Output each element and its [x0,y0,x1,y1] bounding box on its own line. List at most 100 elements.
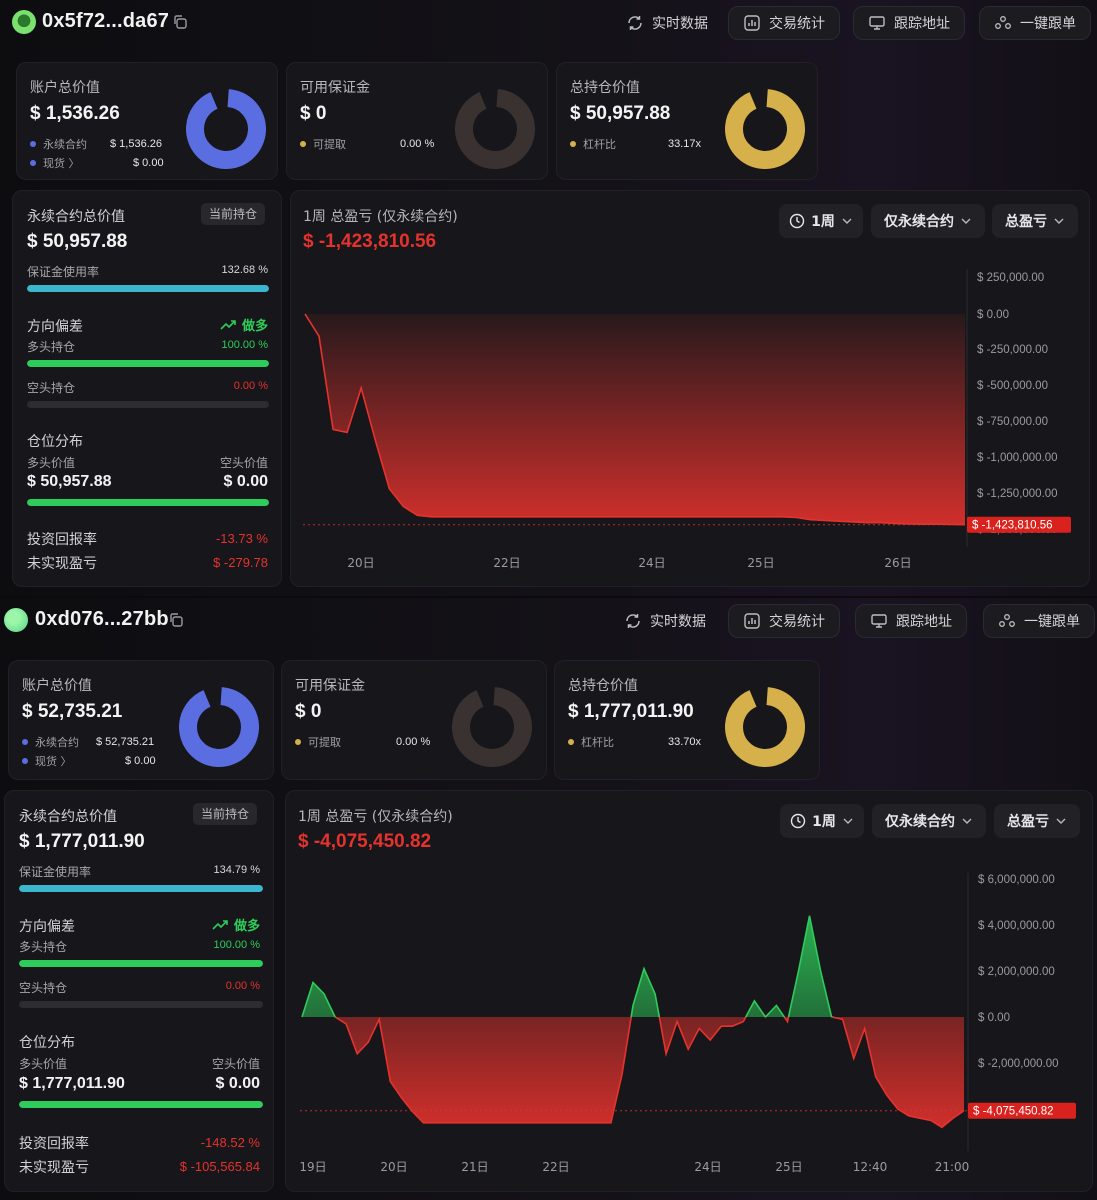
stats-icon [744,15,760,31]
users-icon [999,614,1015,627]
short-position-bar [27,401,269,408]
copy-icon[interactable] [168,612,184,628]
spot-value-row[interactable]: 现货 〉 $ 0.00 [22,753,172,769]
margin-donut [455,89,535,169]
chevron-down-icon [961,218,971,224]
avatar [4,608,28,632]
y-tick-label: $ -1,250,000.00 [977,488,1058,500]
withdraw-value: 0.00 % [400,138,435,150]
x-tick-label: 25日 [747,556,774,570]
wallet-address[interactable]: 0x5f72...da67 [42,10,170,32]
upnl-value: $ -279.78 [213,555,268,570]
current-position-tag[interactable]: 当前持仓 [201,203,266,225]
track-address-label: 跟踪地址 [894,16,950,32]
chevron-down-icon [1054,218,1064,224]
upnl-label: 未实现盈亏 [19,1160,89,1176]
x-tick-label: 21:00 [935,1160,970,1174]
scope-select[interactable]: 仅永续合约 [871,204,985,238]
perp-value-row: 永续合约 $ 52,735.21 [22,734,172,750]
copy-trade-label: 一键跟单 [1020,16,1076,32]
x-tick-label: 20日 [380,1160,407,1174]
long-bias-text: 做多 [241,319,268,334]
pnl-area-negative [302,1017,964,1128]
monitor-icon [869,16,885,30]
period-select[interactable]: 1周 [779,204,863,238]
perp-stats-card: 永续合约总价值 当前持仓 $ 1,777,011.90 保证金使用率 134.7… [4,790,274,1192]
spot-label: 现货 〉 [35,755,72,768]
realtime-data-button[interactable]: 实时数据 [610,604,720,638]
position-label: 总持仓价值 [570,80,640,96]
margin-card: 可用保证金 $ 0 可提取 0.00 % [286,62,548,180]
current-position-tag[interactable]: 当前持仓 [193,803,258,825]
perp-value: $ 1,536.26 [110,138,162,150]
copy-trade-button[interactable]: 一键跟单 [983,604,1095,638]
avatar [12,10,36,34]
copy-icon[interactable] [172,14,188,30]
copy-trade-button[interactable]: 一键跟单 [979,6,1091,40]
wallet-address[interactable]: 0xd076...27bb [35,608,169,630]
x-tick-label: 26日 [884,556,911,570]
scope-value: 仅永续合约 [884,214,954,230]
period-value: 1周 [812,814,836,830]
y-tick-label: $ -500,000.00 [977,380,1048,392]
margin-use-label: 保证金使用率 [19,865,92,879]
withdraw-row: 可提取 0.00 % [295,734,445,750]
short-position-label: 空头持仓 [27,381,76,395]
account-value: $ 52,735.21 [22,701,123,722]
withdraw-row: 可提取 0.00 % [300,136,450,152]
position-dist-label: 仓位分布 [27,434,83,450]
current-value-label: $ -4,075,450.82 [973,1106,1054,1118]
y-tick-label: $ 4,000,000.00 [978,920,1055,932]
perp-value-row: 永续合约 $ 1,536.26 [30,136,180,152]
refresh-icon [626,614,640,628]
chart-total-pnl: $ -1,423,810.56 [303,231,437,252]
y-tick-label: $ 250,000.00 [977,272,1044,284]
realtime-label: 实时数据 [652,16,708,32]
roi-value: -13.73 % [215,531,268,546]
short-value-label: 空头价值 [219,456,268,470]
short-position-bar [19,1001,263,1008]
long-position-value: 100.00 % [221,339,268,351]
perp-total-value: $ 1,777,011.90 [19,831,145,852]
scope-select[interactable]: 仅永续合约 [872,804,986,838]
y-tick-label: $ -250,000.00 [977,344,1048,356]
long-value-label: 多头价值 [19,1057,68,1071]
long-position-bar [27,360,269,367]
margin-use-label: 保证金使用率 [27,265,100,279]
trade-stats-label: 交易统计 [769,16,825,32]
trade-stats-button[interactable]: 交易统计 [728,6,840,40]
long-bias-tag: 做多 [220,315,268,334]
trade-stats-button[interactable]: 交易统计 [728,604,840,638]
pnl-chart: $ 6,000,000.00 $ 4,000,000.00 $ 2,000,000.… [299,873,1076,1174]
spot-dot-icon [22,758,28,764]
chart-total-pnl: $ -4,075,450.82 [298,831,432,852]
short-value: $ 0.00 [223,473,268,490]
position-card: 总持仓价值 $ 1,777,011.90 杠杆比 33.70x [554,660,820,780]
long-bias-tag: 做多 [212,915,260,934]
track-address-label: 跟踪地址 [896,614,952,630]
chart-title: 1周 总盈亏 (仅永续合约) [303,209,458,225]
metric-select[interactable]: 总盈亏 [994,804,1080,838]
leverage-dot-icon [568,739,574,745]
realtime-data-button[interactable]: 实时数据 [612,6,722,40]
direction-bias-label: 方向偏差 [19,919,75,935]
track-address-button[interactable]: 跟踪地址 [853,6,965,40]
upnl-label: 未实现盈亏 [27,556,97,572]
withdraw-value: 0.00 % [396,736,431,748]
withdraw-dot-icon [295,739,301,745]
account-header: 0x5f72...da67 实时数据 交易统计 跟踪地址 一键跟单 [0,0,1097,46]
margin-value: $ 0 [295,701,322,722]
period-select[interactable]: 1周 [780,804,864,838]
margin-use-value: 134.79 % [213,864,260,876]
leverage-row: 杠杆比 33.17x [570,136,720,152]
position-donut [725,89,805,169]
account-value: $ 1,536.26 [30,103,120,124]
y-tick-label: $ 6,000,000.00 [978,874,1055,886]
account-panel-1: 0x5f72...da67 实时数据 交易统计 跟踪地址 一键跟单 账户总价值 … [0,0,1097,596]
spot-value-row[interactable]: 现货 〉 $ 0.00 [30,155,180,171]
metric-select[interactable]: 总盈亏 [992,204,1078,238]
y-tick-label: $ -2,000,000.00 [978,1058,1059,1070]
trend-up-icon [220,319,236,330]
track-address-button[interactable]: 跟踪地址 [855,604,967,638]
x-tick-label: 25日 [775,1160,802,1174]
